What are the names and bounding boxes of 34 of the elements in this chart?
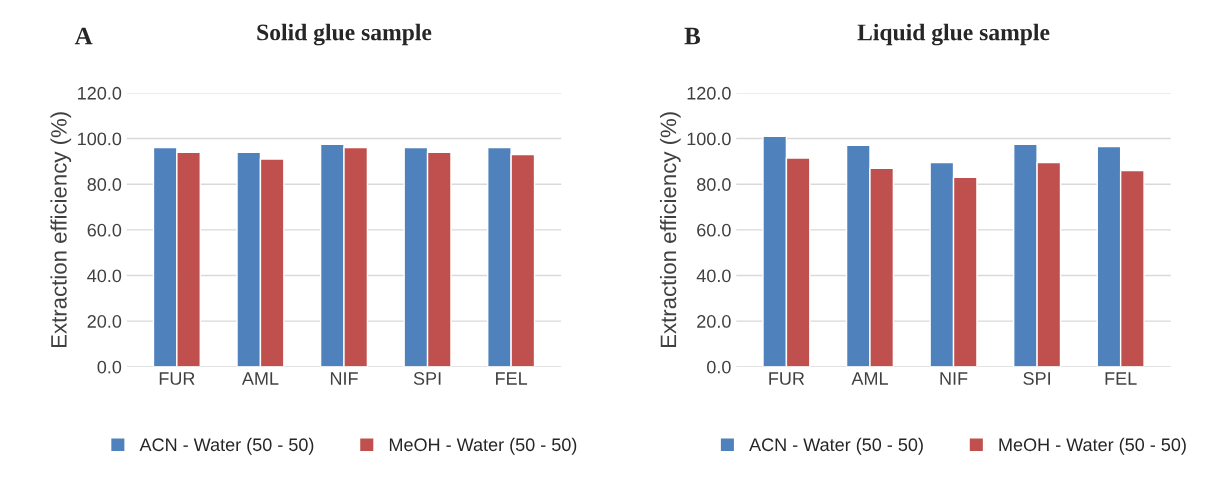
y-tick-label: 20.0	[697, 315, 731, 328]
y-tick-label: 60.0	[697, 223, 731, 237]
y-tick-label: 40.0	[87, 269, 122, 283]
legend-label: ACN - Water (50 - 50)	[139, 437, 314, 455]
text: B	[684, 27, 701, 45]
x-tick-label: FUR	[159, 372, 195, 385]
y-tick-label: 0.0	[707, 360, 731, 374]
x-tick-label: FEL	[496, 372, 528, 385]
x-tick-label: SPI	[1023, 372, 1050, 385]
x-tick-label: AML	[241, 372, 279, 385]
chart-title: Liquid glue sample	[857, 23, 1050, 46]
y-tick-label: 120.0	[687, 86, 731, 100]
y-tick-label: 120.0	[78, 86, 122, 100]
x-tick-label: NIF	[330, 372, 358, 385]
y-axis-title: Extraction efficiency (%)	[50, 112, 72, 347]
x-tick-label: FUR	[769, 372, 805, 385]
legend-label: MeOH - Water (50 - 50)	[389, 437, 577, 455]
y-tick-label: 0.0	[97, 360, 122, 374]
y-tick-label: 80.0	[697, 178, 731, 191]
chart-title: Solid glue sample	[257, 23, 432, 46]
y-axis-title: Extraction efficiency (%)	[659, 112, 681, 347]
y-tick-label: 100.0	[687, 132, 731, 146]
x-tick-label: FEL	[1105, 372, 1137, 385]
y-tick-label: 60.0	[87, 223, 122, 237]
y-tick-label: 40.0	[696, 269, 731, 283]
x-tick-label: NIF	[940, 372, 968, 385]
legend-label: ACN - Water (50 - 50)	[749, 437, 923, 455]
x-tick-label: SPI	[413, 372, 441, 385]
text: A	[74, 27, 93, 45]
y-tick-label: 100.0	[78, 132, 122, 146]
y-tick-label: 80.0	[87, 178, 122, 191]
legend-label: MeOH - Water (50 - 50)	[999, 437, 1186, 455]
x-tick-label: AML	[851, 372, 888, 385]
y-tick-label: 20.0	[87, 315, 122, 328]
